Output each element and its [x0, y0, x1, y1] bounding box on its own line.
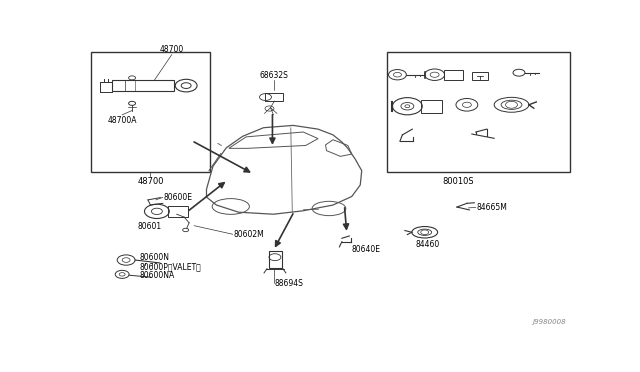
Text: 80602M: 80602M	[234, 230, 264, 239]
Bar	[387, 52, 570, 172]
Text: 80600P〈VALET〉: 80600P〈VALET〉	[140, 262, 201, 271]
Text: 80600E: 80600E	[163, 193, 193, 202]
Bar	[112, 80, 174, 91]
Text: 80600N: 80600N	[140, 253, 170, 262]
Text: 48700: 48700	[137, 177, 164, 186]
Bar	[91, 52, 210, 172]
Bar	[264, 93, 284, 101]
Bar	[472, 71, 488, 80]
Bar	[168, 206, 188, 217]
Bar	[269, 251, 282, 268]
Text: 80010S: 80010S	[442, 177, 474, 186]
Text: 84665M: 84665M	[477, 203, 508, 212]
Text: 80601: 80601	[138, 222, 161, 231]
Text: 80640E: 80640E	[352, 245, 381, 254]
Text: 80600NA: 80600NA	[140, 271, 175, 280]
Text: 84460: 84460	[415, 240, 439, 249]
Bar	[421, 100, 442, 112]
Text: 88694S: 88694S	[275, 279, 304, 288]
Text: 48700A: 48700A	[108, 116, 137, 125]
Text: 48700: 48700	[159, 45, 184, 54]
Text: J9980008: J9980008	[532, 319, 566, 325]
Bar	[444, 70, 463, 80]
Text: 68632S: 68632S	[260, 71, 289, 80]
